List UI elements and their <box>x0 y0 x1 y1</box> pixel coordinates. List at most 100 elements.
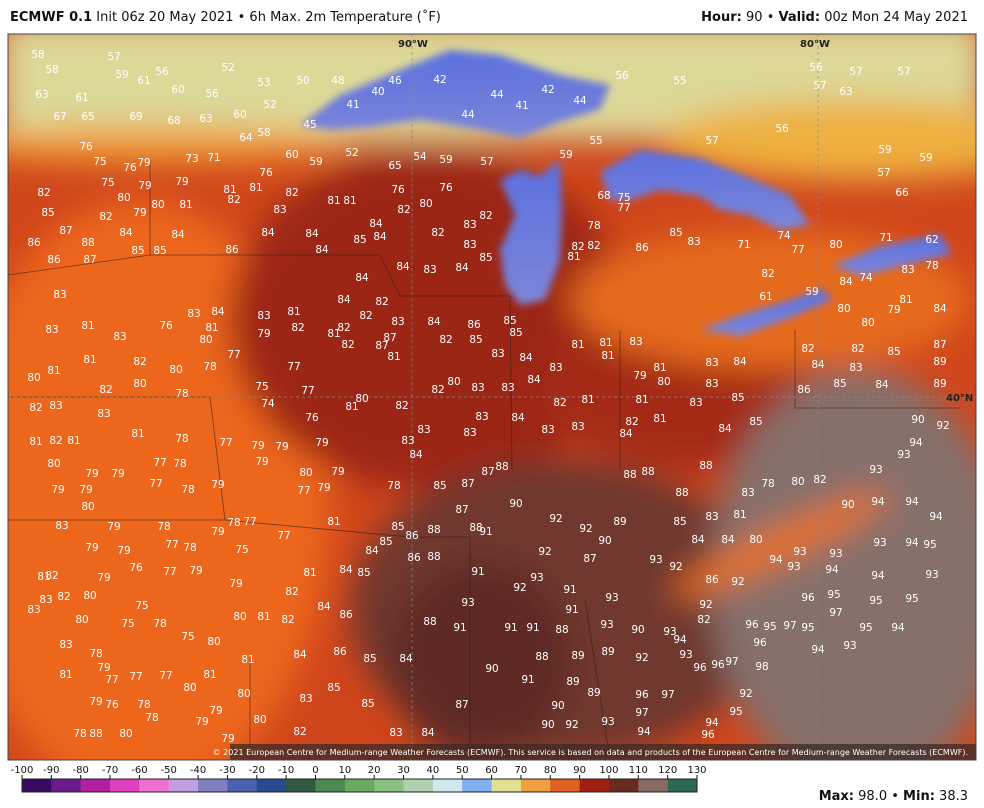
temperature-label: 95 <box>905 593 918 605</box>
temperature-label: 82 <box>479 210 492 222</box>
temperature-label: 84 <box>355 272 369 284</box>
latitude-label: 40°N <box>946 393 973 404</box>
temperature-label: 90 <box>551 700 564 712</box>
temperature-label: 77 <box>791 244 804 256</box>
temperature-label: 85 <box>131 245 144 257</box>
temperature-label: 96 <box>711 659 725 671</box>
temperature-label: 93 <box>787 561 800 573</box>
temperature-label: 84 <box>261 227 275 239</box>
temperature-label: 59 <box>878 144 891 156</box>
temperature-label: 75 <box>617 192 630 204</box>
colorbar-tick-label: -10 <box>278 765 294 776</box>
colorbar-segment <box>550 779 581 792</box>
colorbar-tick-label: -80 <box>73 765 89 776</box>
model: ECMWF 0.1 <box>10 10 92 25</box>
colorbar-segment <box>667 779 698 792</box>
temperature-label: 79 <box>111 468 124 480</box>
temperature-label: 44 <box>490 89 504 101</box>
temperature-label: 79 <box>211 479 224 491</box>
colorbar-segment <box>168 779 199 792</box>
temperature-label: 73 <box>185 153 198 165</box>
temperature-label: 96 <box>801 592 815 604</box>
temperature-label: 77 <box>617 202 630 214</box>
temperature-label: 80 <box>83 590 96 602</box>
temperature-label: 94 <box>673 634 687 646</box>
temperature-label: 84 <box>619 428 633 440</box>
temperature-label: 84 <box>455 262 469 274</box>
valid: 00z Mon 24 May 2021 <box>824 10 968 25</box>
temperature-label: 94 <box>909 437 923 449</box>
temperature-label: 83 <box>391 316 404 328</box>
temperature-label: 95 <box>859 622 872 634</box>
temperature-label: 50 <box>296 75 309 87</box>
temperature-label: 83 <box>849 362 862 374</box>
temperature-label: 81 <box>599 337 612 349</box>
temperature-label: 83 <box>705 378 718 390</box>
temperature-label: 88 <box>469 522 482 534</box>
temperature-label: 83 <box>471 382 484 394</box>
temperature-label: 63 <box>839 86 852 98</box>
temperature-label: 88 <box>495 461 508 473</box>
temperature-label: 87 <box>83 254 96 266</box>
temperature-label: 82 <box>697 614 710 626</box>
colorbar-frame <box>21 778 698 793</box>
temperature-label: 82 <box>291 322 304 334</box>
temperature-label: 84 <box>519 352 533 364</box>
temperature-label: 83 <box>27 604 40 616</box>
temperature-label: 78 <box>157 521 170 533</box>
temperature-label: 97 <box>725 656 738 668</box>
temperature-label: 81 <box>81 320 94 332</box>
temperature-label: 92 <box>579 523 592 535</box>
temperature-label: 86 <box>27 237 41 249</box>
temperature-label: 91 <box>471 566 484 578</box>
separator: • <box>238 10 246 25</box>
temperature-label: 88 <box>555 624 568 636</box>
header-left: ECMWF 0.1 Init 06z 20 May 2021 • 6h Max.… <box>10 9 441 25</box>
temperature-label: 80 <box>237 688 250 700</box>
temperature-label: 80 <box>183 682 196 694</box>
temperature-label: 80 <box>829 239 842 251</box>
temperature-label: 75 <box>135 600 148 612</box>
temperature-label: 81 <box>131 428 144 440</box>
colorbar-segment <box>432 779 463 792</box>
temperature-label: 71 <box>207 152 220 164</box>
temperature-label: 80 <box>81 501 94 513</box>
temperature-label: 94 <box>905 496 919 508</box>
colorbar-tick-label: -20 <box>249 765 265 776</box>
temperature-label: 82 <box>49 435 62 447</box>
temperature-label: 91 <box>453 622 466 634</box>
temperature-label: 79 <box>229 578 242 590</box>
temperature-label: 71 <box>879 232 892 244</box>
temperature-label: 81 <box>733 509 746 521</box>
temperature-label: 83 <box>705 357 718 369</box>
colorbar-tick-label: 100 <box>599 765 618 776</box>
temperature-label: 84 <box>718 423 732 435</box>
temperature-label: 55 <box>673 75 686 87</box>
temperature-label: 80 <box>75 614 88 626</box>
temperature-label: 90 <box>598 535 611 547</box>
temperature-label: 83 <box>401 435 414 447</box>
colorbar-tick-label: -40 <box>190 765 206 776</box>
temperature-label: 94 <box>811 644 825 656</box>
temperature-label: 85 <box>353 234 366 246</box>
temperature-label: 59 <box>805 286 818 298</box>
colorbar-tick-label: -70 <box>102 765 118 776</box>
temperature-label: 85 <box>361 698 374 710</box>
temperature-label: 84 <box>511 412 525 424</box>
temperature-label: 85 <box>153 245 166 257</box>
temperature-label: 81 <box>653 362 666 374</box>
temperature-label: 92 <box>565 719 578 731</box>
temperature-label: 82 <box>99 384 112 396</box>
temperature-label: 59 <box>439 154 452 166</box>
temperature-label: 85 <box>363 653 376 665</box>
temperature-label: 92 <box>739 688 752 700</box>
temperature-label: 84 <box>875 379 889 391</box>
temperature-label: 60 <box>171 84 184 96</box>
temperature-label: 83 <box>705 511 718 523</box>
colorbar-tick-label: 90 <box>573 765 586 776</box>
temperature-label: 93 <box>897 449 910 461</box>
temperature-label: 83 <box>257 310 270 322</box>
colorbar-tick-label: 120 <box>658 765 677 776</box>
temperature-label: 78 <box>181 484 194 496</box>
